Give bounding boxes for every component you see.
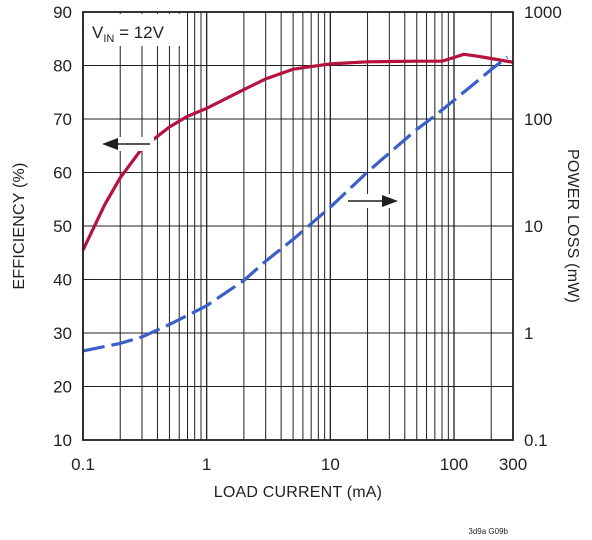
y-left-tick-label: 50 — [53, 217, 72, 236]
y-right-tick-label: 10 — [524, 217, 543, 236]
x-tick-label: 10 — [321, 455, 340, 474]
x-tick-label: 0.1 — [71, 455, 95, 474]
x-axis-title: LOAD CURRENT (mA) — [214, 484, 382, 501]
vin-label: V — [92, 23, 104, 42]
power-loss-axis-arrow — [346, 194, 398, 208]
y-left-tick-label: 90 — [53, 3, 72, 22]
annotation-box — [86, 14, 186, 46]
y-right-tick-label: 100 — [524, 110, 552, 129]
y-right-axis-title: POWER LOSS (mW) — [564, 149, 581, 303]
tick-labels: 0.1 1 10 100 300 10 20 30 40 50 60 70 80 90 0.1 1 10 100 1… — [53, 3, 562, 474]
y-left-tick-label: 10 — [53, 431, 72, 450]
y-right-tick-label: 1000 — [524, 3, 562, 22]
y-left-tick-label: 20 — [53, 378, 72, 397]
x-tick-label: 100 — [440, 455, 468, 474]
y-right-tick-label: 0.1 — [524, 431, 548, 450]
power-loss-curve — [82, 55, 509, 353]
y-left-axis-title: EFFICIENCY (%) — [11, 163, 28, 290]
y-left-tick-label: 70 — [53, 110, 72, 129]
vin-value: = 12V — [114, 23, 164, 42]
y-left-tick-label: 60 — [53, 164, 72, 183]
vin-annotation: VIN = 12V — [92, 23, 165, 45]
figure-code: 3d9a G09b — [468, 527, 508, 536]
x-tick-label: 1 — [202, 455, 211, 474]
vin-subscript: IN — [103, 33, 114, 45]
plot-frame — [82, 11, 514, 441]
grid — [82, 11, 514, 441]
x-tick-label: 300 — [499, 455, 527, 474]
y-right-tick-label: 1 — [524, 324, 533, 343]
y-left-tick-label: 80 — [53, 57, 72, 76]
y-left-tick-label: 40 — [53, 271, 72, 290]
y-left-tick-label: 30 — [53, 324, 72, 343]
efficiency-axis-arrow — [102, 137, 154, 151]
